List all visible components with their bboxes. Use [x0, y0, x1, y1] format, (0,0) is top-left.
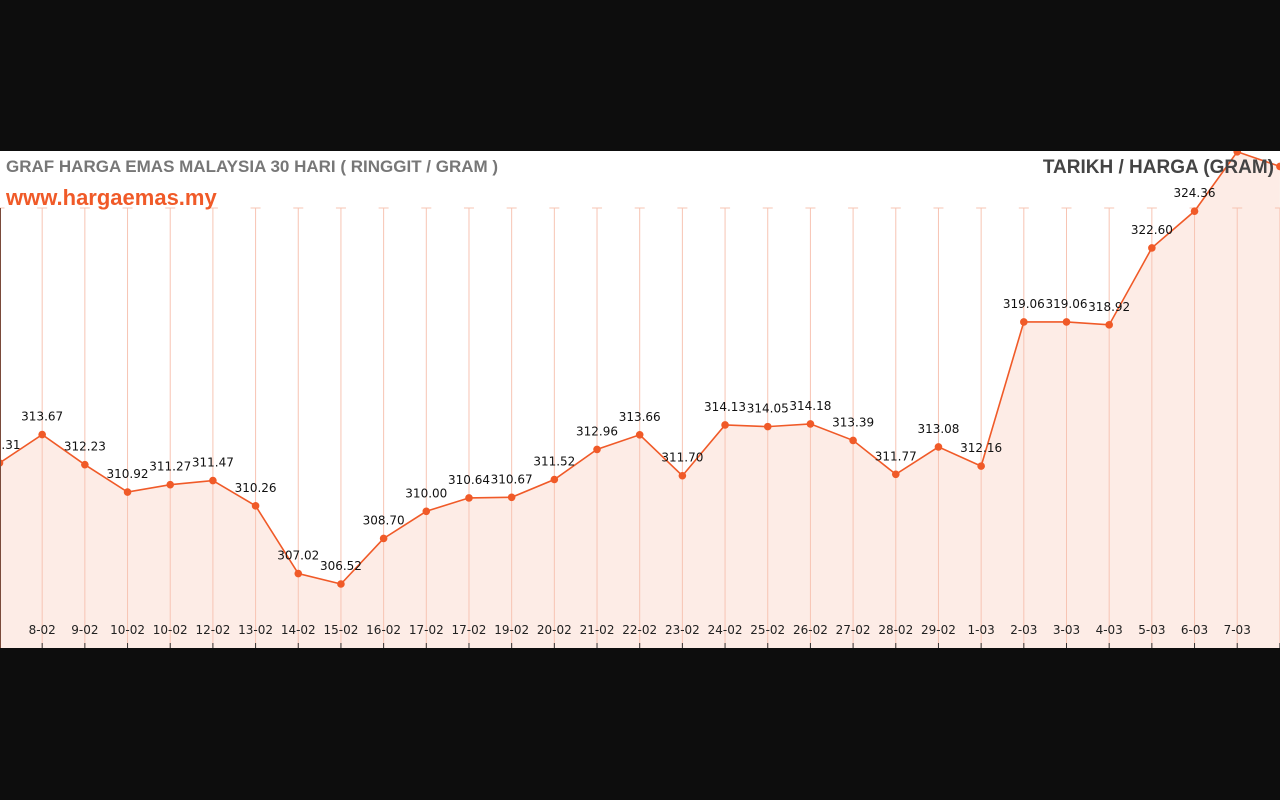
x-tick-label: 7-03 — [1224, 623, 1251, 637]
data-point — [678, 471, 687, 480]
data-point — [1148, 244, 1156, 252]
x-tick-label: 25-02 — [750, 623, 785, 637]
data-label: 310.92 — [107, 467, 149, 481]
x-tick-label: 27-02 — [836, 623, 871, 637]
data-point — [934, 443, 943, 451]
data-point — [166, 480, 175, 489]
data-point — [251, 502, 260, 510]
data-label: 310.26 — [235, 481, 277, 495]
data-label: 314.05 — [747, 402, 789, 416]
x-tick-label: 17-02 — [452, 623, 487, 637]
legend-label: TARIKH / HARGA (GRAM) — [1042, 157, 1274, 178]
data-point — [1062, 318, 1071, 326]
data-point — [294, 569, 303, 578]
data-label: 311.52 — [533, 455, 575, 469]
data-label: 310.64 — [448, 473, 490, 487]
x-tick-label: 22-02 — [622, 623, 657, 637]
x-tick-label: 9-02 — [71, 623, 98, 637]
area-fill — [0, 151, 1280, 648]
data-label: 318.92 — [1088, 300, 1130, 314]
chart-subtitle-link[interactable]: www.hargaemas.my — [6, 185, 217, 210]
x-tick-label: 13-02 — [238, 623, 273, 637]
data-label: 307.02 — [277, 549, 319, 563]
x-tick-label: 2-03 — [1010, 623, 1037, 637]
data-label: 310.67 — [491, 472, 533, 486]
data-label: 312.31 — [0, 438, 21, 452]
data-point — [1233, 151, 1242, 156]
data-point — [550, 475, 559, 484]
data-point — [635, 430, 644, 439]
x-tick-label: 21-02 — [580, 623, 615, 637]
x-tick-label: 1-03 — [968, 623, 995, 637]
x-tick-label: 8-02 — [29, 623, 56, 637]
x-tick-label: 4-03 — [1096, 623, 1123, 637]
data-label: 314.18 — [789, 399, 831, 413]
data-point — [806, 420, 815, 428]
data-label: 312.16 — [960, 441, 1002, 455]
data-label: 313.39 — [832, 415, 874, 429]
x-tick-label: 29-02 — [921, 623, 956, 637]
data-label: 311.27 — [149, 460, 191, 474]
data-point — [507, 493, 516, 502]
data-point — [721, 421, 729, 429]
data-point — [593, 445, 601, 454]
x-tick-label: 16-02 — [366, 623, 401, 637]
x-tick-label: 5-03 — [1138, 623, 1165, 637]
data-label: 314.13 — [704, 400, 746, 414]
x-tick-label: 24-02 — [708, 623, 743, 637]
data-point — [465, 494, 473, 502]
data-label: 322.60 — [1131, 223, 1173, 237]
x-tick-label: 3-03 — [1053, 623, 1080, 637]
data-label: 313.66 — [619, 410, 661, 424]
x-tick-label: 17-02 — [409, 623, 444, 637]
data-point — [891, 470, 900, 479]
data-label: 312.23 — [64, 440, 106, 454]
chart-title: GRAF HARGA EMAS MALAYSIA 30 HARI ( RINGG… — [6, 157, 499, 176]
x-tick-label: 14-02 — [281, 623, 316, 637]
data-label: 311.47 — [192, 456, 234, 470]
data-label: 311.70 — [661, 451, 703, 465]
data-point — [1190, 207, 1199, 215]
data-label: 313.08 — [917, 422, 959, 436]
data-label: 324.36 — [1174, 186, 1216, 200]
x-tick-label: 20-02 — [537, 623, 572, 637]
data-label: 308.70 — [363, 513, 405, 527]
x-tick-label: 28-02 — [878, 623, 913, 637]
data-point — [123, 488, 132, 496]
data-label: 319.06 — [1046, 297, 1088, 311]
x-tick-label: 26-02 — [793, 623, 828, 637]
data-point — [1276, 162, 1280, 171]
data-point — [38, 430, 46, 439]
data-point — [379, 534, 388, 543]
data-label: 319.06 — [1003, 297, 1045, 311]
data-point — [209, 476, 217, 485]
data-point — [977, 462, 985, 470]
data-label: 310.00 — [405, 486, 447, 500]
x-tick-label: 23-02 — [665, 623, 700, 637]
x-tick-label: 15-02 — [324, 623, 359, 637]
data-point — [763, 422, 772, 431]
data-label: 313.67 — [21, 410, 63, 424]
data-label: 311.77 — [875, 449, 917, 463]
x-tick-label: 12-02 — [195, 623, 230, 637]
x-tick-label: 10-02 — [110, 623, 145, 637]
data-label: 312.96 — [576, 424, 618, 438]
data-point — [422, 507, 431, 516]
x-tick-label: 6-03 — [1181, 623, 1208, 637]
x-tick-label: 19-02 — [494, 623, 529, 637]
data-point — [1105, 321, 1113, 329]
data-point — [81, 460, 89, 469]
data-point — [849, 436, 857, 445]
data-point — [337, 580, 345, 588]
x-tick-label: 10-02 — [153, 623, 188, 637]
data-label: 306.52 — [320, 559, 362, 573]
data-point — [1020, 318, 1028, 326]
